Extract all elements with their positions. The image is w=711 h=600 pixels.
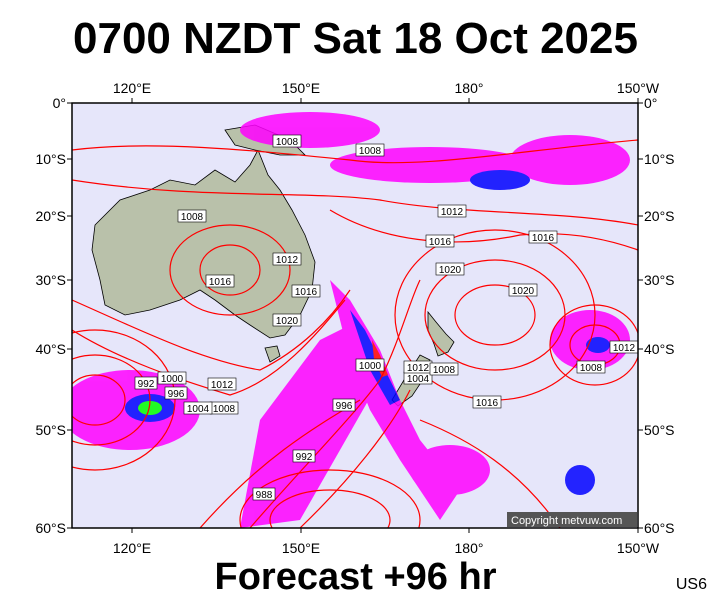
precipitation-areas: [72, 112, 630, 528]
isobars: [72, 139, 638, 528]
svg-text:996: 996: [168, 389, 185, 400]
svg-text:1012: 1012: [441, 207, 464, 218]
svg-text:996: 996: [336, 401, 353, 412]
isobar-label: 1000: [355, 358, 385, 372]
svg-text:1008: 1008: [359, 146, 382, 157]
isobar-label: 1008: [272, 134, 302, 148]
svg-text:1004: 1004: [407, 374, 430, 385]
map-frame: [71, 102, 639, 529]
svg-text:992: 992: [296, 452, 313, 463]
longitude-label-top: 180°: [455, 80, 484, 96]
model-code: US6: [675, 576, 707, 593]
svg-text:1008: 1008: [433, 365, 456, 376]
isobar-label: 1008: [355, 143, 385, 157]
isobar-label: 996: [164, 386, 188, 400]
isobar-label: 1008: [209, 401, 239, 415]
svg-text:1008: 1008: [213, 404, 236, 415]
svg-text:1016: 1016: [532, 233, 555, 244]
longitude-label-bottom: 150°E: [282, 540, 320, 556]
isobar-label: 1016: [472, 395, 502, 409]
isobar-label: 1012: [207, 377, 237, 391]
longitude-label-bottom: 120°E: [113, 540, 151, 556]
isobar-label: 1008: [429, 362, 459, 376]
isobar-label: 992: [292, 449, 316, 463]
isobar-label: 1000: [157, 371, 187, 385]
svg-text:1012: 1012: [613, 343, 636, 354]
map-title: 0700 NZDT Sat 18 Oct 2025: [73, 14, 638, 63]
isobar-label: 1004: [403, 371, 433, 385]
isobar-label: 1012: [609, 340, 638, 354]
longitude-label-top: 120°E: [113, 80, 151, 96]
latitude-label-left: 20°S: [35, 208, 66, 224]
latitude-label-right: 50°S: [644, 422, 675, 438]
isobar-label: 1004: [183, 401, 213, 415]
isobar-label: 1016: [291, 284, 321, 298]
isobar-label: 1020: [435, 262, 465, 276]
copyright-text: Copyright metvuw.com: [511, 515, 622, 527]
longitude-label-bottom: 180°: [455, 540, 484, 556]
isobar-label: 1016: [528, 230, 558, 244]
isobar-label: 996: [332, 398, 356, 412]
longitude-label-top: 150°W: [617, 80, 660, 96]
svg-text:1020: 1020: [512, 286, 535, 297]
isobar-label: 1008: [177, 209, 207, 223]
svg-text:1000: 1000: [359, 361, 382, 372]
isobar-label: 1016: [205, 274, 235, 288]
axis-labels: 120°E120°E150°E150°E180°180°150°W150°W0°…: [35, 80, 674, 556]
isobar-label: 1012: [437, 204, 467, 218]
isobar-label: 1020: [272, 313, 302, 327]
latitude-label-right: 60°S: [644, 520, 675, 536]
isobar-label: 1020: [508, 283, 538, 297]
latitude-label-left: 0°: [53, 95, 66, 111]
latitude-label-left: 30°S: [35, 272, 66, 288]
svg-text:1016: 1016: [476, 398, 499, 409]
forecast-hour: Forecast +96 hr: [214, 556, 497, 598]
tasmania: [264, 345, 281, 363]
isobar-label: 1012: [403, 360, 433, 374]
svg-text:1008: 1008: [580, 363, 603, 374]
svg-text:1012: 1012: [276, 255, 299, 266]
svg-text:1008: 1008: [181, 212, 204, 223]
svg-text:988: 988: [256, 490, 273, 501]
svg-text:1012: 1012: [211, 380, 234, 391]
isobar-label: 1012: [272, 252, 302, 266]
svg-text:1004: 1004: [187, 404, 210, 415]
svg-text:992: 992: [138, 379, 155, 390]
latitude-label-left: 50°S: [35, 422, 66, 438]
isobar-label: 992: [134, 376, 158, 390]
copyright-box: [507, 512, 637, 527]
latitude-label-left: 40°S: [35, 341, 66, 357]
svg-text:1016: 1016: [209, 277, 232, 288]
isobar-label: 1008: [576, 360, 606, 374]
latitude-label-right: 30°S: [644, 272, 675, 288]
latitude-label-left: 10°S: [35, 151, 66, 167]
isobar-label: 988: [252, 487, 276, 501]
svg-text:1016: 1016: [429, 237, 452, 248]
latitude-label-right: 20°S: [644, 208, 675, 224]
latitude-label-right: 40°S: [644, 341, 675, 357]
latitude-label-right: 0°: [644, 95, 657, 111]
longitude-label-bottom: 150°W: [617, 540, 660, 556]
longitude-label-top: 150°E: [282, 80, 320, 96]
svg-text:1020: 1020: [439, 265, 462, 276]
svg-text:1000: 1000: [161, 374, 184, 385]
isobar-label: 1016: [425, 234, 455, 248]
svg-text:1016: 1016: [295, 287, 318, 298]
svg-text:1020: 1020: [276, 316, 299, 327]
svg-text:1008: 1008: [276, 137, 299, 148]
latitude-label-left: 60°S: [35, 520, 66, 536]
latitude-label-right: 10°S: [644, 151, 675, 167]
svg-text:1012: 1012: [407, 363, 430, 374]
